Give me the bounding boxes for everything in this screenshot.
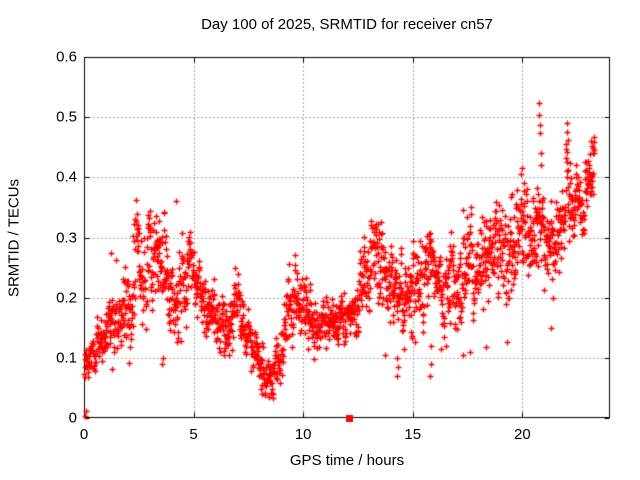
y-tick-label: 0.5 (56, 108, 77, 126)
x-tick-label: 10 (294, 426, 312, 443)
x-axis-tick-labels: 0 5 10 15 20 (0, 426, 640, 446)
y-tick-label: 0.4 (56, 168, 77, 186)
y-axis-tick-labels: 0 0.1 0.2 0.3 0.4 0.5 0.6 (0, 0, 80, 480)
x-axis-label: GPS time / hours (289, 452, 405, 469)
y-tick-label: 0.3 (56, 229, 77, 246)
x-tick-label: 15 (404, 426, 422, 443)
y-tick-label: 0 (68, 409, 77, 427)
x-tick-label: 20 (513, 426, 531, 443)
x-tick-label: 5 (189, 426, 198, 443)
x-tick-label: 0 (79, 426, 89, 443)
y-tick-label: 0.6 (56, 48, 77, 66)
y-tick-label: 0.2 (56, 289, 77, 307)
chart-title: Day 100 of 2025, SRMTID for receiver cn5… (201, 16, 493, 33)
y-tick-label: 0.1 (56, 349, 77, 367)
